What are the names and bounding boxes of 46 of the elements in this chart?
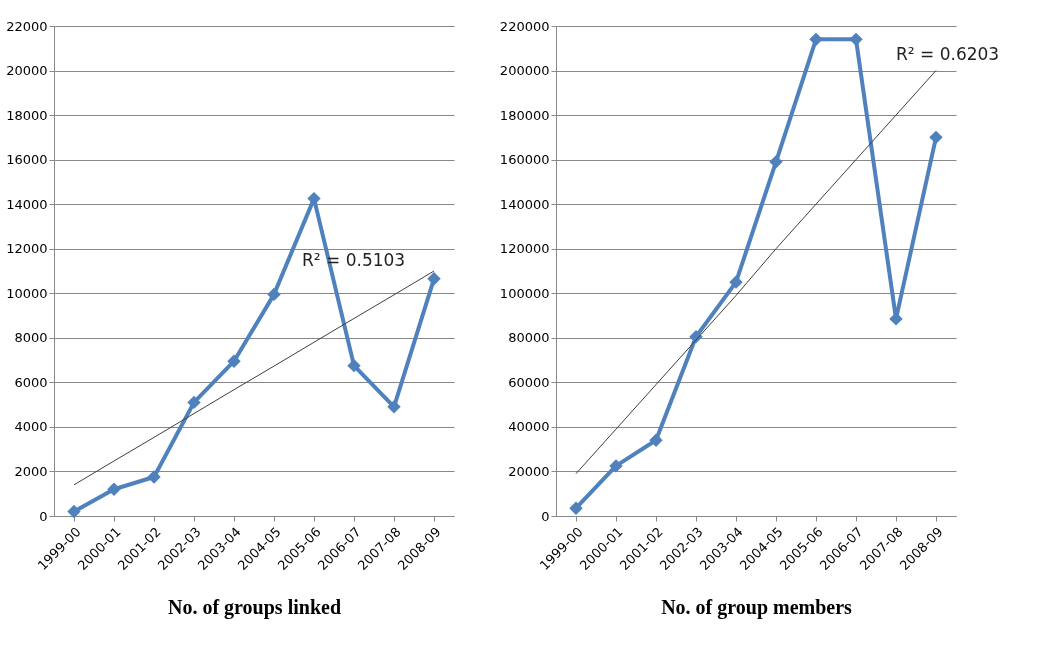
- y-tick-label: 120000: [499, 241, 550, 257]
- point: [67, 504, 81, 519]
- point: [427, 272, 441, 286]
- annotation: R² = 0.6203: [896, 44, 1000, 65]
- y-tick-label: 180000: [499, 107, 550, 123]
- point: [187, 395, 201, 410]
- y-tick-label: 4000: [14, 419, 48, 435]
- y-tick-label: 60000: [508, 374, 550, 390]
- point: [569, 501, 583, 515]
- y-tick-label: 20000: [6, 63, 48, 79]
- y-tick-label: 18000: [6, 107, 48, 123]
- y-tick-label: 22000: [6, 18, 48, 34]
- point: [929, 130, 943, 145]
- point: [107, 482, 121, 496]
- y-tick-label: 160000: [499, 152, 550, 168]
- point: [147, 470, 161, 484]
- y-tick-label: 12000: [6, 241, 48, 257]
- line-series: [575, 70, 937, 475]
- y-tick-label: 80000: [508, 330, 550, 346]
- y-tick-label: 8000: [14, 330, 48, 346]
- x-axis-title: No. of group members: [661, 596, 853, 620]
- y-tick-label: 40000: [508, 419, 550, 435]
- y-tick-label: 2000: [14, 463, 48, 479]
- point: [729, 275, 743, 289]
- y-tick-label: 14000: [6, 196, 48, 212]
- y-tick-label: 20000: [508, 463, 550, 479]
- point: [387, 400, 401, 414]
- point: [267, 287, 281, 302]
- y-tick-label: 200000: [499, 63, 550, 79]
- y-tick-label: 0: [39, 508, 48, 524]
- y-tick-label: 0: [541, 508, 550, 524]
- point: [769, 155, 783, 169]
- y-tick-label: 100000: [499, 285, 550, 301]
- y-tick-label: 6000: [14, 374, 48, 390]
- point: [609, 459, 623, 473]
- point: [889, 312, 903, 326]
- y-tick-label: 140000: [499, 196, 550, 212]
- point: [347, 358, 361, 373]
- y-tick-label: 10000: [6, 285, 48, 301]
- point: [809, 32, 823, 47]
- point: [649, 433, 663, 447]
- y-tick-label: 16000: [6, 152, 48, 168]
- x-axis-title: No. of groups linked: [167, 596, 342, 620]
- y-tick-label: 220000: [499, 18, 550, 34]
- point: [227, 354, 241, 368]
- point: [849, 32, 863, 47]
